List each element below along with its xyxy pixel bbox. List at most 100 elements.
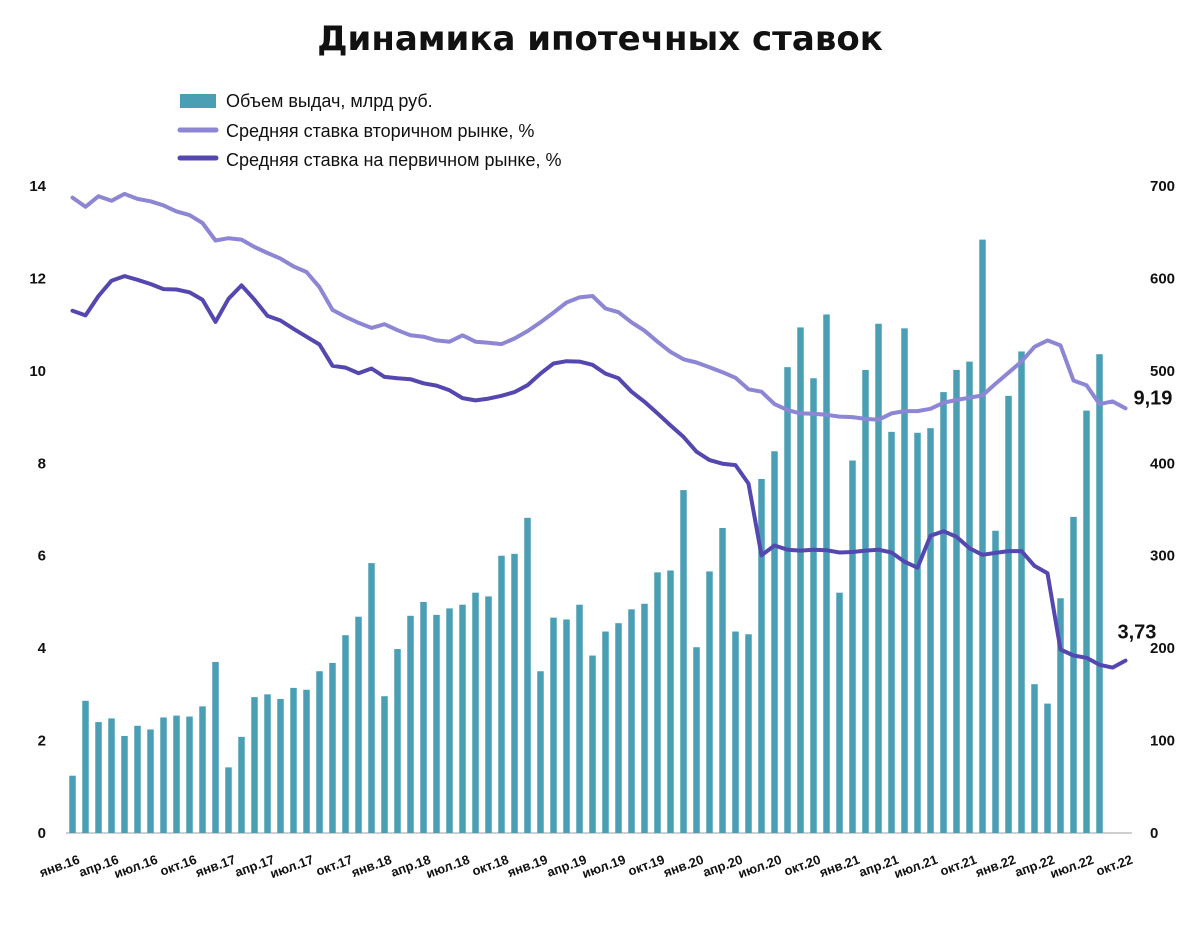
bar — [1096, 354, 1103, 833]
bar — [797, 327, 804, 833]
bar — [69, 775, 76, 833]
bar — [602, 631, 609, 833]
bar — [407, 615, 414, 833]
bar — [511, 553, 518, 833]
y-left-tick-label: 12 — [29, 270, 46, 287]
bar — [927, 428, 934, 833]
end-label-secondary: 9,19 — [1134, 387, 1173, 409]
y-left-tick-label: 4 — [38, 640, 47, 657]
bar — [680, 490, 687, 833]
x-tick-label: янв.21 — [817, 852, 861, 880]
bar — [979, 239, 986, 833]
bar — [134, 725, 141, 833]
y-left-tick-label: 2 — [38, 733, 46, 750]
bar — [459, 604, 466, 833]
bar — [394, 649, 401, 833]
line-series — [70, 191, 1128, 670]
bar-series-volume — [69, 239, 1103, 833]
bar — [992, 530, 999, 833]
bar — [277, 698, 284, 833]
y-right-tick-label: 600 — [1150, 270, 1175, 287]
bar — [1070, 516, 1077, 833]
bar — [147, 729, 154, 833]
legend: Объем выдач, млрд руб. Средняя ставка вт… — [177, 91, 562, 170]
y-left-tick-label: 6 — [38, 548, 46, 565]
bar — [732, 631, 739, 833]
bar — [667, 570, 674, 833]
bar — [290, 687, 297, 833]
bar — [446, 608, 453, 833]
bar — [316, 671, 323, 833]
bar — [537, 671, 544, 833]
legend-label-primary: Средняя ставка на первичном рынке, % — [226, 150, 562, 170]
bar — [433, 614, 440, 833]
bar — [498, 555, 505, 833]
x-tick-label: июл.18 — [424, 852, 472, 882]
bar — [849, 460, 856, 833]
bar — [160, 717, 167, 833]
bar — [719, 527, 726, 833]
bar — [771, 451, 778, 833]
y-left-tick-label: 10 — [29, 363, 46, 380]
bar — [108, 718, 115, 833]
bar — [1057, 598, 1064, 833]
bar — [576, 604, 583, 833]
bar — [355, 616, 362, 833]
y-right-tick-label: 400 — [1150, 455, 1175, 472]
bar — [472, 592, 479, 833]
x-tick-label: янв.18 — [349, 852, 393, 880]
y-right-tick-label: 0 — [1150, 825, 1158, 842]
bar — [823, 314, 830, 833]
bar — [238, 736, 245, 833]
bar — [225, 767, 232, 833]
bar — [563, 619, 570, 833]
x-tick-label: июл.17 — [268, 852, 316, 882]
y-right-tick-label: 500 — [1150, 363, 1175, 380]
bar — [485, 596, 492, 833]
bar — [641, 603, 648, 833]
bar — [745, 634, 752, 833]
bar — [524, 517, 531, 833]
bar — [1018, 351, 1025, 833]
bar — [186, 716, 193, 833]
legend-swatch-volume — [180, 94, 216, 108]
bar — [615, 623, 622, 833]
bar — [173, 715, 180, 833]
legend-label-volume: Объем выдач, млрд руб. — [226, 91, 433, 111]
x-tick-label: июл.21 — [892, 852, 940, 882]
y-right-tick-label: 300 — [1150, 548, 1175, 565]
x-tick-label: янв.19 — [505, 852, 549, 880]
bar — [1005, 395, 1012, 833]
chart-title: Динамика ипотечных ставок — [317, 19, 883, 59]
bar — [888, 431, 895, 833]
x-tick-label: окт.22 — [1094, 852, 1135, 879]
bar — [303, 689, 310, 833]
x-tick-label: янв.20 — [661, 852, 705, 880]
x-tick-label: июл.16 — [112, 852, 160, 882]
bar — [654, 572, 661, 833]
bar — [264, 694, 271, 833]
bar — [342, 635, 349, 833]
bar — [875, 323, 882, 833]
y-right-tick-label: 200 — [1150, 640, 1175, 657]
y-left-tick-label: 14 — [29, 178, 46, 195]
y-left-tick-label: 8 — [38, 455, 46, 472]
bar — [368, 563, 375, 833]
bar — [550, 617, 557, 833]
line-primary — [70, 274, 1128, 670]
x-tick-label: июл.19 — [580, 852, 628, 882]
bar — [329, 662, 336, 833]
bar — [784, 367, 791, 833]
bar — [199, 706, 206, 833]
bar — [758, 478, 765, 833]
bar — [1083, 410, 1090, 833]
bar — [1044, 703, 1051, 833]
bar — [706, 571, 713, 833]
bar — [940, 392, 947, 833]
bar — [82, 700, 89, 833]
bar — [1031, 684, 1038, 833]
bar — [953, 369, 960, 833]
bar — [628, 609, 635, 833]
bar — [212, 662, 219, 833]
bar — [862, 369, 869, 833]
